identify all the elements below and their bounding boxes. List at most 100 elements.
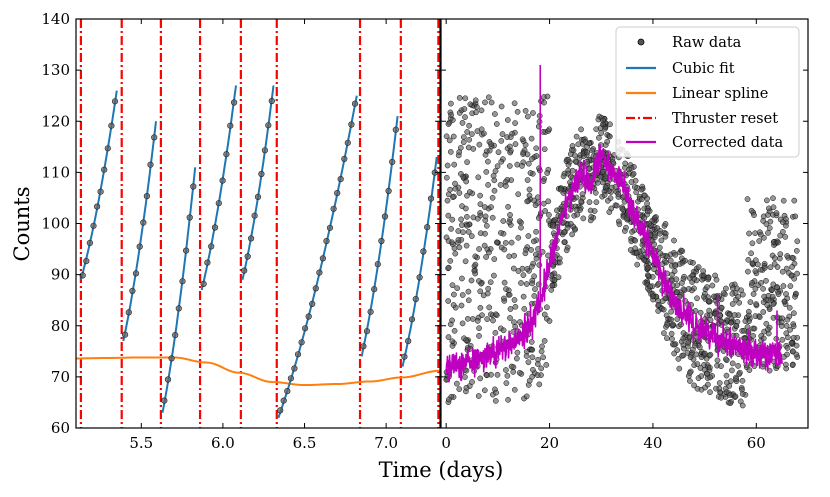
raw-data-point [781,298,788,305]
raw-data-point [735,363,741,369]
raw-data-point [497,182,504,188]
raw-data-point [511,297,518,303]
raw-data-point [450,133,457,140]
raw-data-point [760,309,767,315]
raw-data-point [515,268,522,274]
raw-data-point [779,336,786,343]
y-tick-label: 60 [51,419,70,437]
raw-data-point [777,251,784,257]
raw-data-point [662,295,669,302]
raw-data-point [498,138,505,144]
raw-data-point [530,238,537,245]
raw-data-point [598,130,605,136]
raw-data-point [463,242,470,249]
raw-data-point [760,218,767,224]
raw-data-point [512,141,519,147]
axis-ticks: 60 70 80 90 100 110 120 130 140 5.5 6.0 6.5 7.0 0 20 40… [41,10,808,452]
raw-data-point [129,287,136,295]
raw-data-point [770,195,776,202]
raw-data-point [524,198,531,205]
raw-data-point [682,257,688,264]
raw-data-point [505,203,511,210]
raw-data-point [756,238,763,244]
raw-data-point [793,247,800,254]
raw-data-point [367,308,374,315]
raw-data-point [602,184,609,191]
raw-data-point [538,365,545,372]
raw-data-point [628,179,635,185]
raw-data-point [528,263,535,270]
raw-data-point [529,280,536,287]
raw-data-point [489,194,496,201]
raw-data-point [463,384,470,391]
raw-data-point [540,200,547,207]
raw-data-point [546,217,552,224]
raw-data-point [615,191,622,197]
raw-data-point [449,282,456,289]
raw-data-point [593,199,600,206]
raw-data-point [788,340,795,346]
raw-data-point [140,219,147,226]
raw-data-point [392,126,399,133]
raw-data-point [536,262,543,268]
raw-data-point [584,149,590,156]
raw-data-point [494,371,501,378]
raw-data-point [529,373,536,380]
raw-data-point [443,234,450,241]
raw-data-point [606,209,613,215]
raw-data-point [190,183,197,190]
raw-data-point [727,400,734,407]
cubic-fit-segment [79,90,118,280]
legend-cubic-fit-label: Cubic fit [672,61,735,77]
raw-data-point [763,277,769,284]
raw-data-point [662,221,669,227]
raw-data-point [691,382,697,389]
raw-data-point [538,348,545,355]
raw-data-point [464,159,470,165]
raw-data-point [748,207,755,214]
raw-data-point [484,316,491,322]
raw-data-point [211,224,219,231]
raw-data-point [765,230,771,236]
raw-data-point [502,183,509,189]
raw-data-point [671,237,677,244]
raw-data-point [782,361,789,368]
raw-data-point [784,253,791,259]
raw-data-point [579,191,586,198]
raw-data-point [488,99,495,106]
raw-data-point [580,215,587,222]
y-tick-label: 70 [51,368,70,386]
raw-data-point [499,131,506,137]
legend-raw-data-marker [637,38,645,46]
raw-data-point [472,261,479,268]
raw-data-point [521,306,528,312]
raw-data-point [676,365,683,372]
raw-data-point [657,250,664,257]
raw-data-point [449,239,455,246]
raw-data-point [763,320,770,327]
raw-data-point [482,151,489,158]
raw-data-point [746,230,752,237]
raw-data-point [578,198,585,205]
raw-data-point [446,137,453,144]
raw-data-point [475,174,482,181]
raw-data-point [512,303,519,310]
raw-data-point [447,258,454,264]
raw-data-point [533,153,540,159]
raw-data-point [476,141,483,148]
raw-data-point [445,212,452,219]
raw-data-point [485,285,492,292]
raw-data-point [784,345,791,351]
raw-data-point [787,283,794,289]
raw-data-point [265,122,272,129]
raw-data-point [445,298,452,304]
raw-data-point [450,194,456,201]
raw-data-point [498,158,505,165]
raw-data-point [638,186,645,193]
raw-data-point [254,193,262,200]
raw-data-point [460,229,466,236]
raw-data-point [312,285,319,292]
raw-data-point [476,333,482,339]
y-axis-title: Counts [10,187,34,262]
legend-raw-data-label: Raw data [672,35,742,51]
